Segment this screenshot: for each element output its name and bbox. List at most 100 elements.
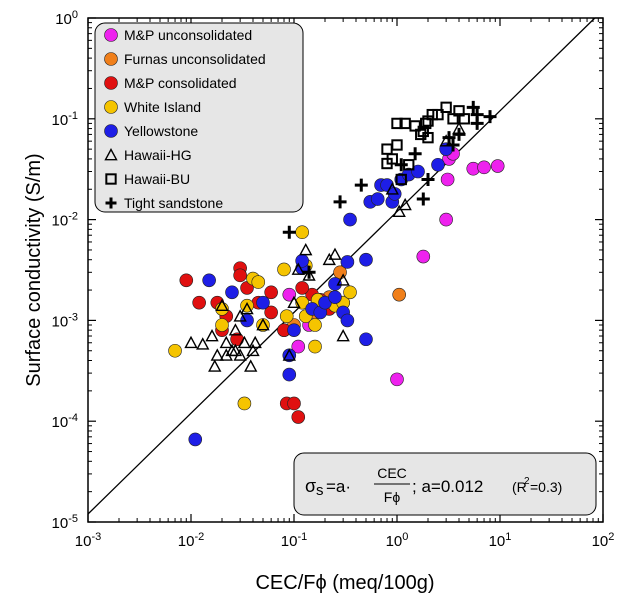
data-point (359, 252, 373, 267)
equation-prefix: =a· (326, 477, 351, 496)
legend-item: M&P consolidated (104, 75, 237, 91)
data-point (416, 192, 430, 206)
y-tick-label: 10-2 (52, 211, 78, 230)
data-point (452, 127, 466, 141)
equation-numerator: CEC (377, 465, 407, 481)
x-tick-label: 10-3 (75, 531, 101, 550)
equation-box (293, 452, 597, 516)
data-point (446, 138, 460, 152)
axis-ticks-layer: 10-3 10-2 10-1 100 101 102 10-5 10-4 10-3 10-2 10-… (52, 9, 615, 550)
data-point (248, 335, 262, 349)
data-point (295, 281, 309, 295)
legend-marker (104, 28, 118, 42)
data-point (295, 225, 309, 239)
y-axis-label: Surface conductivity (S/m) (23, 153, 45, 386)
y-tick-label: 10-1 (52, 110, 78, 129)
data-point (215, 298, 229, 312)
data-point (340, 255, 355, 269)
legend-label: Tight sandstone (124, 195, 223, 211)
legend: M&P unconsolidated Furnas unconsolidated M… (94, 22, 304, 213)
data-point (439, 212, 453, 227)
y-tick-label: 10-3 (52, 311, 78, 330)
x-tick-label: 10-2 (178, 531, 204, 550)
data-point (416, 249, 431, 264)
data-point (210, 348, 224, 361)
data-point (291, 339, 306, 354)
data-point (237, 335, 252, 349)
data-point (291, 262, 305, 275)
data-point (447, 113, 459, 125)
data-point (287, 396, 301, 411)
data-point (302, 265, 316, 279)
data-point (370, 192, 385, 206)
data-point (308, 339, 322, 354)
data-point (470, 108, 484, 122)
data-point (359, 332, 373, 347)
data-point (264, 285, 278, 300)
data-point (385, 182, 399, 195)
data-point (411, 164, 425, 179)
data-point (477, 160, 491, 175)
legend-label: M&P consolidated (124, 75, 237, 91)
legend-label: M&P unconsolidated (124, 27, 252, 43)
legend-marker (104, 124, 118, 138)
data-point (237, 396, 252, 411)
legend-label: Hawaii-HG (124, 147, 192, 163)
legend-item: Hawaii-BU (105, 171, 190, 187)
legend-marker (104, 76, 118, 90)
data-point (215, 318, 229, 332)
data-point (343, 212, 357, 227)
equation-annotation: σ s =a· CEC Fϕ ; a=0.012 (R 2 =0.3) (293, 452, 597, 516)
x-tick-label: 102 (592, 531, 615, 550)
legend-marker (104, 100, 118, 114)
data-point (394, 158, 408, 172)
data-point (421, 172, 435, 186)
data-point (390, 372, 404, 387)
y-tick-label: 100 (55, 9, 78, 28)
data-point (219, 335, 233, 349)
data-point (179, 273, 194, 288)
data-point (422, 131, 434, 144)
data-point (282, 287, 297, 302)
data-point (466, 100, 480, 114)
data-point (381, 143, 393, 155)
data-point (431, 157, 445, 172)
data-point (432, 108, 444, 121)
legend-items: M&P unconsolidated Furnas unconsolidated M… (104, 27, 266, 211)
data-point (202, 273, 216, 288)
data-point (188, 432, 203, 447)
data-point (246, 343, 260, 357)
legend-label: White Island (124, 99, 201, 115)
data-point (279, 309, 294, 324)
equation-sigma-subscript: s (316, 482, 324, 499)
legend-item: Tight sandstone (105, 195, 223, 211)
data-point (205, 329, 219, 342)
legend-item: Yellowstone (104, 123, 198, 139)
y-tick-label: 10-5 (52, 513, 78, 532)
equation-denominator: Fϕ (384, 489, 401, 505)
data-point (277, 262, 291, 277)
data-point (333, 195, 347, 209)
x-tick-label: 10-1 (281, 531, 307, 550)
data-point (392, 287, 406, 302)
data-point (391, 139, 403, 151)
legend-item: Hawaii-HG (104, 147, 192, 163)
data-point (442, 131, 456, 145)
data-point (458, 113, 470, 125)
data-point (336, 273, 350, 286)
data-point (240, 301, 254, 315)
data-point (225, 285, 239, 300)
data-point (287, 295, 301, 309)
data-point (328, 290, 342, 304)
legend-label: Hawaii-BU (124, 171, 190, 187)
data-point (392, 204, 406, 217)
data-point (192, 295, 206, 310)
plot-frame (87, 17, 604, 523)
series-hawaii-bu (381, 101, 470, 186)
data-point (386, 153, 398, 165)
legend-marker (104, 52, 118, 66)
data-point (228, 323, 243, 336)
data-point (490, 159, 505, 173)
data-point (483, 110, 497, 124)
x-axis-label: CEC/Fϕ (meq/100g) (255, 572, 434, 594)
